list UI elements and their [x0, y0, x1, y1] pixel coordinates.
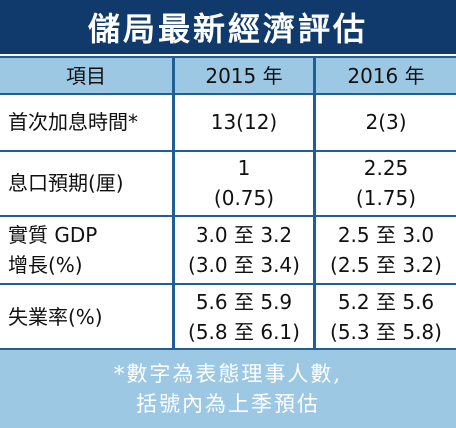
row-label-first-hike: 首次加息時間*: [8, 110, 138, 134]
row-label-gdp: 實質 GDP 增長(%): [8, 223, 98, 277]
row-first-hike-2016: 2(3): [365, 110, 407, 134]
divider: [0, 150, 456, 152]
row-rate-expect-2015: 1 (0.75): [213, 156, 275, 210]
divider: [0, 215, 456, 217]
divider: [0, 93, 456, 95]
footnote: *數字為表態理事人數, 括號內為上季預估: [0, 350, 456, 428]
row-gdp-2016: 2.5 至 3.0 (2.5 至 3.2): [330, 223, 442, 277]
divider: [0, 56, 456, 58]
row-first-hike-2015: 13(12): [210, 110, 278, 134]
footnote-line: *數字為表態理事人數,: [113, 362, 343, 386]
divider: [0, 348, 456, 350]
divider: [313, 58, 316, 350]
header-item: 項目: [66, 64, 106, 88]
row-label-rate-expect: 息口預期(厘): [8, 171, 124, 195]
row-label-unemployment: 失業率(%): [8, 305, 103, 329]
header-row: [0, 58, 456, 94]
title-bar: 儲局最新經濟評估: [0, 0, 456, 54]
row-gdp-2015: 3.0 至 3.2 (3.0 至 3.4): [188, 223, 300, 277]
row-rate-expect-2016: 2.25 (1.75): [355, 156, 417, 210]
row-unemployment-2015: 5.6 至 5.9 (5.8 至 6.1): [188, 290, 300, 344]
footnote-line: 括號內為上季預估: [136, 392, 320, 416]
row-unemployment-2016: 5.2 至 5.6 (5.3 至 5.8): [330, 290, 442, 344]
table-title: 儲局最新經濟評估: [87, 10, 368, 48]
divider: [172, 58, 175, 350]
header-2015: 2015 年: [205, 64, 283, 88]
divider: [0, 283, 456, 285]
header-2016: 2016 年: [347, 64, 425, 88]
